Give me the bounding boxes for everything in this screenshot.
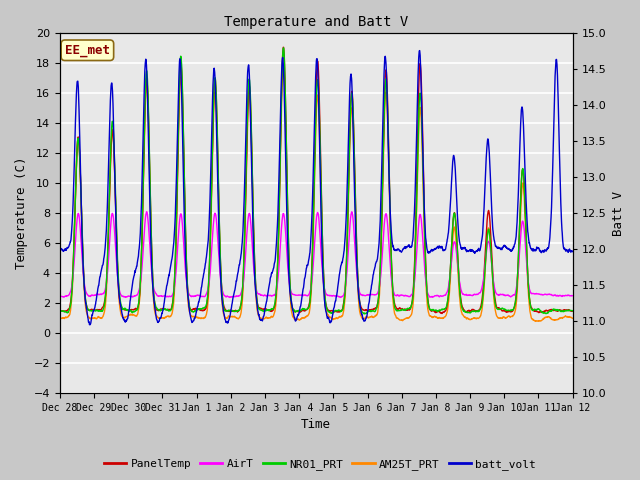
Y-axis label: Temperature (C): Temperature (C): [15, 157, 28, 269]
Text: EE_met: EE_met: [65, 44, 110, 57]
Title: Temperature and Batt V: Temperature and Batt V: [224, 15, 408, 29]
Y-axis label: Batt V: Batt V: [612, 191, 625, 236]
Legend: PanelTemp, AirT, NR01_PRT, AM25T_PRT, batt_volt: PanelTemp, AirT, NR01_PRT, AM25T_PRT, ba…: [99, 455, 541, 474]
X-axis label: Time: Time: [301, 419, 332, 432]
